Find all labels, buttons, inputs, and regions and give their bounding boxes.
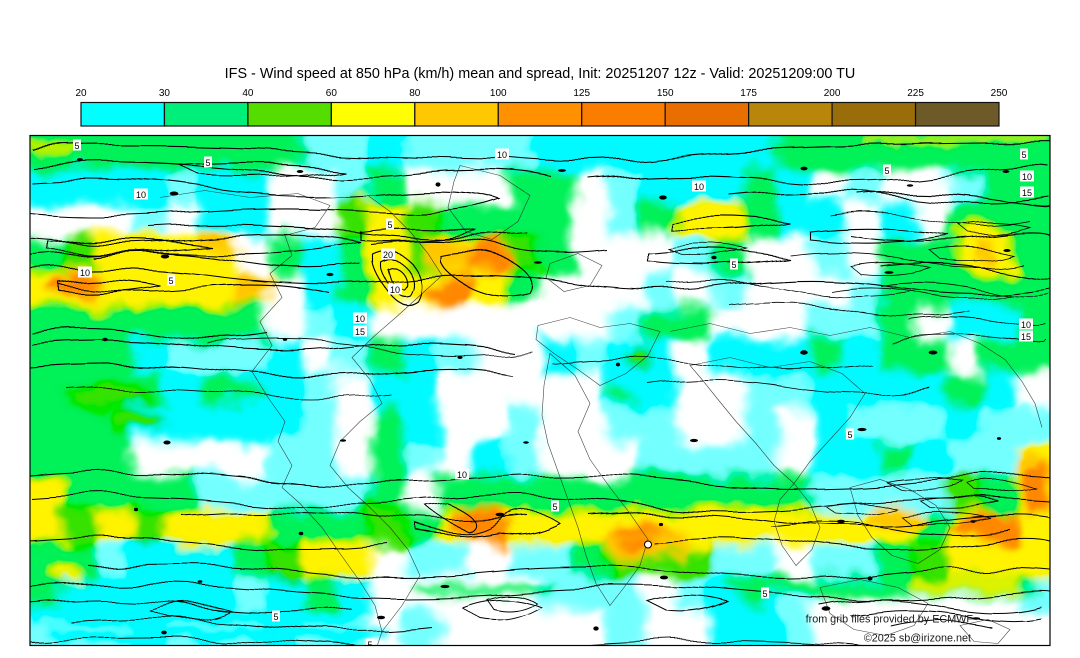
svg-text:5: 5: [168, 276, 173, 286]
svg-text:5: 5: [667, 126, 672, 136]
svg-text:5: 5: [367, 640, 372, 650]
svg-text:10: 10: [80, 268, 90, 278]
svg-text:5: 5: [74, 141, 79, 151]
svg-text:5: 5: [884, 166, 889, 176]
svg-text:15: 15: [1021, 332, 1031, 342]
svg-text:125: 125: [573, 88, 590, 99]
svg-text:from grib files provided by EC: from grib files provided by ECMWF: [806, 614, 974, 626]
svg-text:5: 5: [1021, 150, 1026, 160]
svg-text:IFS - Wind speed at 850 hPa (k: IFS - Wind speed at 850 hPa (km/h) mean …: [225, 66, 856, 82]
svg-text:5: 5: [847, 430, 852, 440]
svg-text:5: 5: [205, 158, 210, 168]
svg-text:5: 5: [387, 220, 392, 230]
svg-text:10: 10: [136, 190, 146, 200]
svg-text:5: 5: [762, 589, 767, 599]
svg-text:100: 100: [490, 88, 507, 99]
svg-text:80: 80: [409, 88, 421, 99]
svg-text:150: 150: [657, 88, 674, 99]
svg-text:15: 15: [1022, 188, 1032, 198]
svg-text:225: 225: [907, 88, 924, 99]
svg-text:250: 250: [991, 88, 1008, 99]
svg-text:10: 10: [497, 150, 507, 160]
svg-text:©2025 sb@irizone.net: ©2025 sb@irizone.net: [864, 633, 971, 645]
svg-text:10: 10: [457, 470, 467, 480]
svg-text:10: 10: [355, 314, 365, 324]
svg-text:20: 20: [383, 250, 393, 260]
svg-text:10: 10: [1021, 320, 1031, 330]
svg-text:40: 40: [242, 88, 254, 99]
svg-text:30: 30: [159, 88, 171, 99]
svg-text:5: 5: [731, 260, 736, 270]
svg-text:200: 200: [824, 88, 841, 99]
svg-text:10: 10: [390, 285, 400, 295]
svg-text:15: 15: [355, 327, 365, 337]
svg-text:20: 20: [75, 88, 87, 99]
svg-text:5: 5: [552, 502, 557, 512]
svg-text:60: 60: [326, 88, 338, 99]
svg-text:10: 10: [694, 182, 704, 192]
svg-text:5: 5: [273, 612, 278, 622]
svg-text:10: 10: [1022, 172, 1032, 182]
svg-text:175: 175: [740, 88, 757, 99]
